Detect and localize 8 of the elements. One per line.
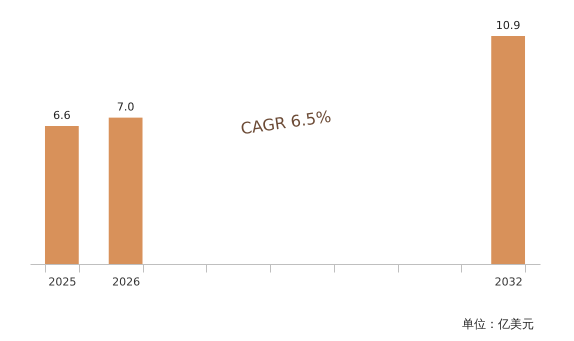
data-label: 10.9	[496, 19, 520, 32]
x-tick-label: 2032	[494, 276, 523, 288]
text: 单位：亿美元	[462, 317, 534, 331]
x-tick-label: 2026	[112, 276, 140, 288]
data-label: 6.6	[53, 108, 71, 122]
annotation: CAGR 6.5%	[240, 106, 332, 138]
x-tick-label: 2025	[48, 276, 76, 288]
data-label: 7.0	[116, 100, 134, 114]
